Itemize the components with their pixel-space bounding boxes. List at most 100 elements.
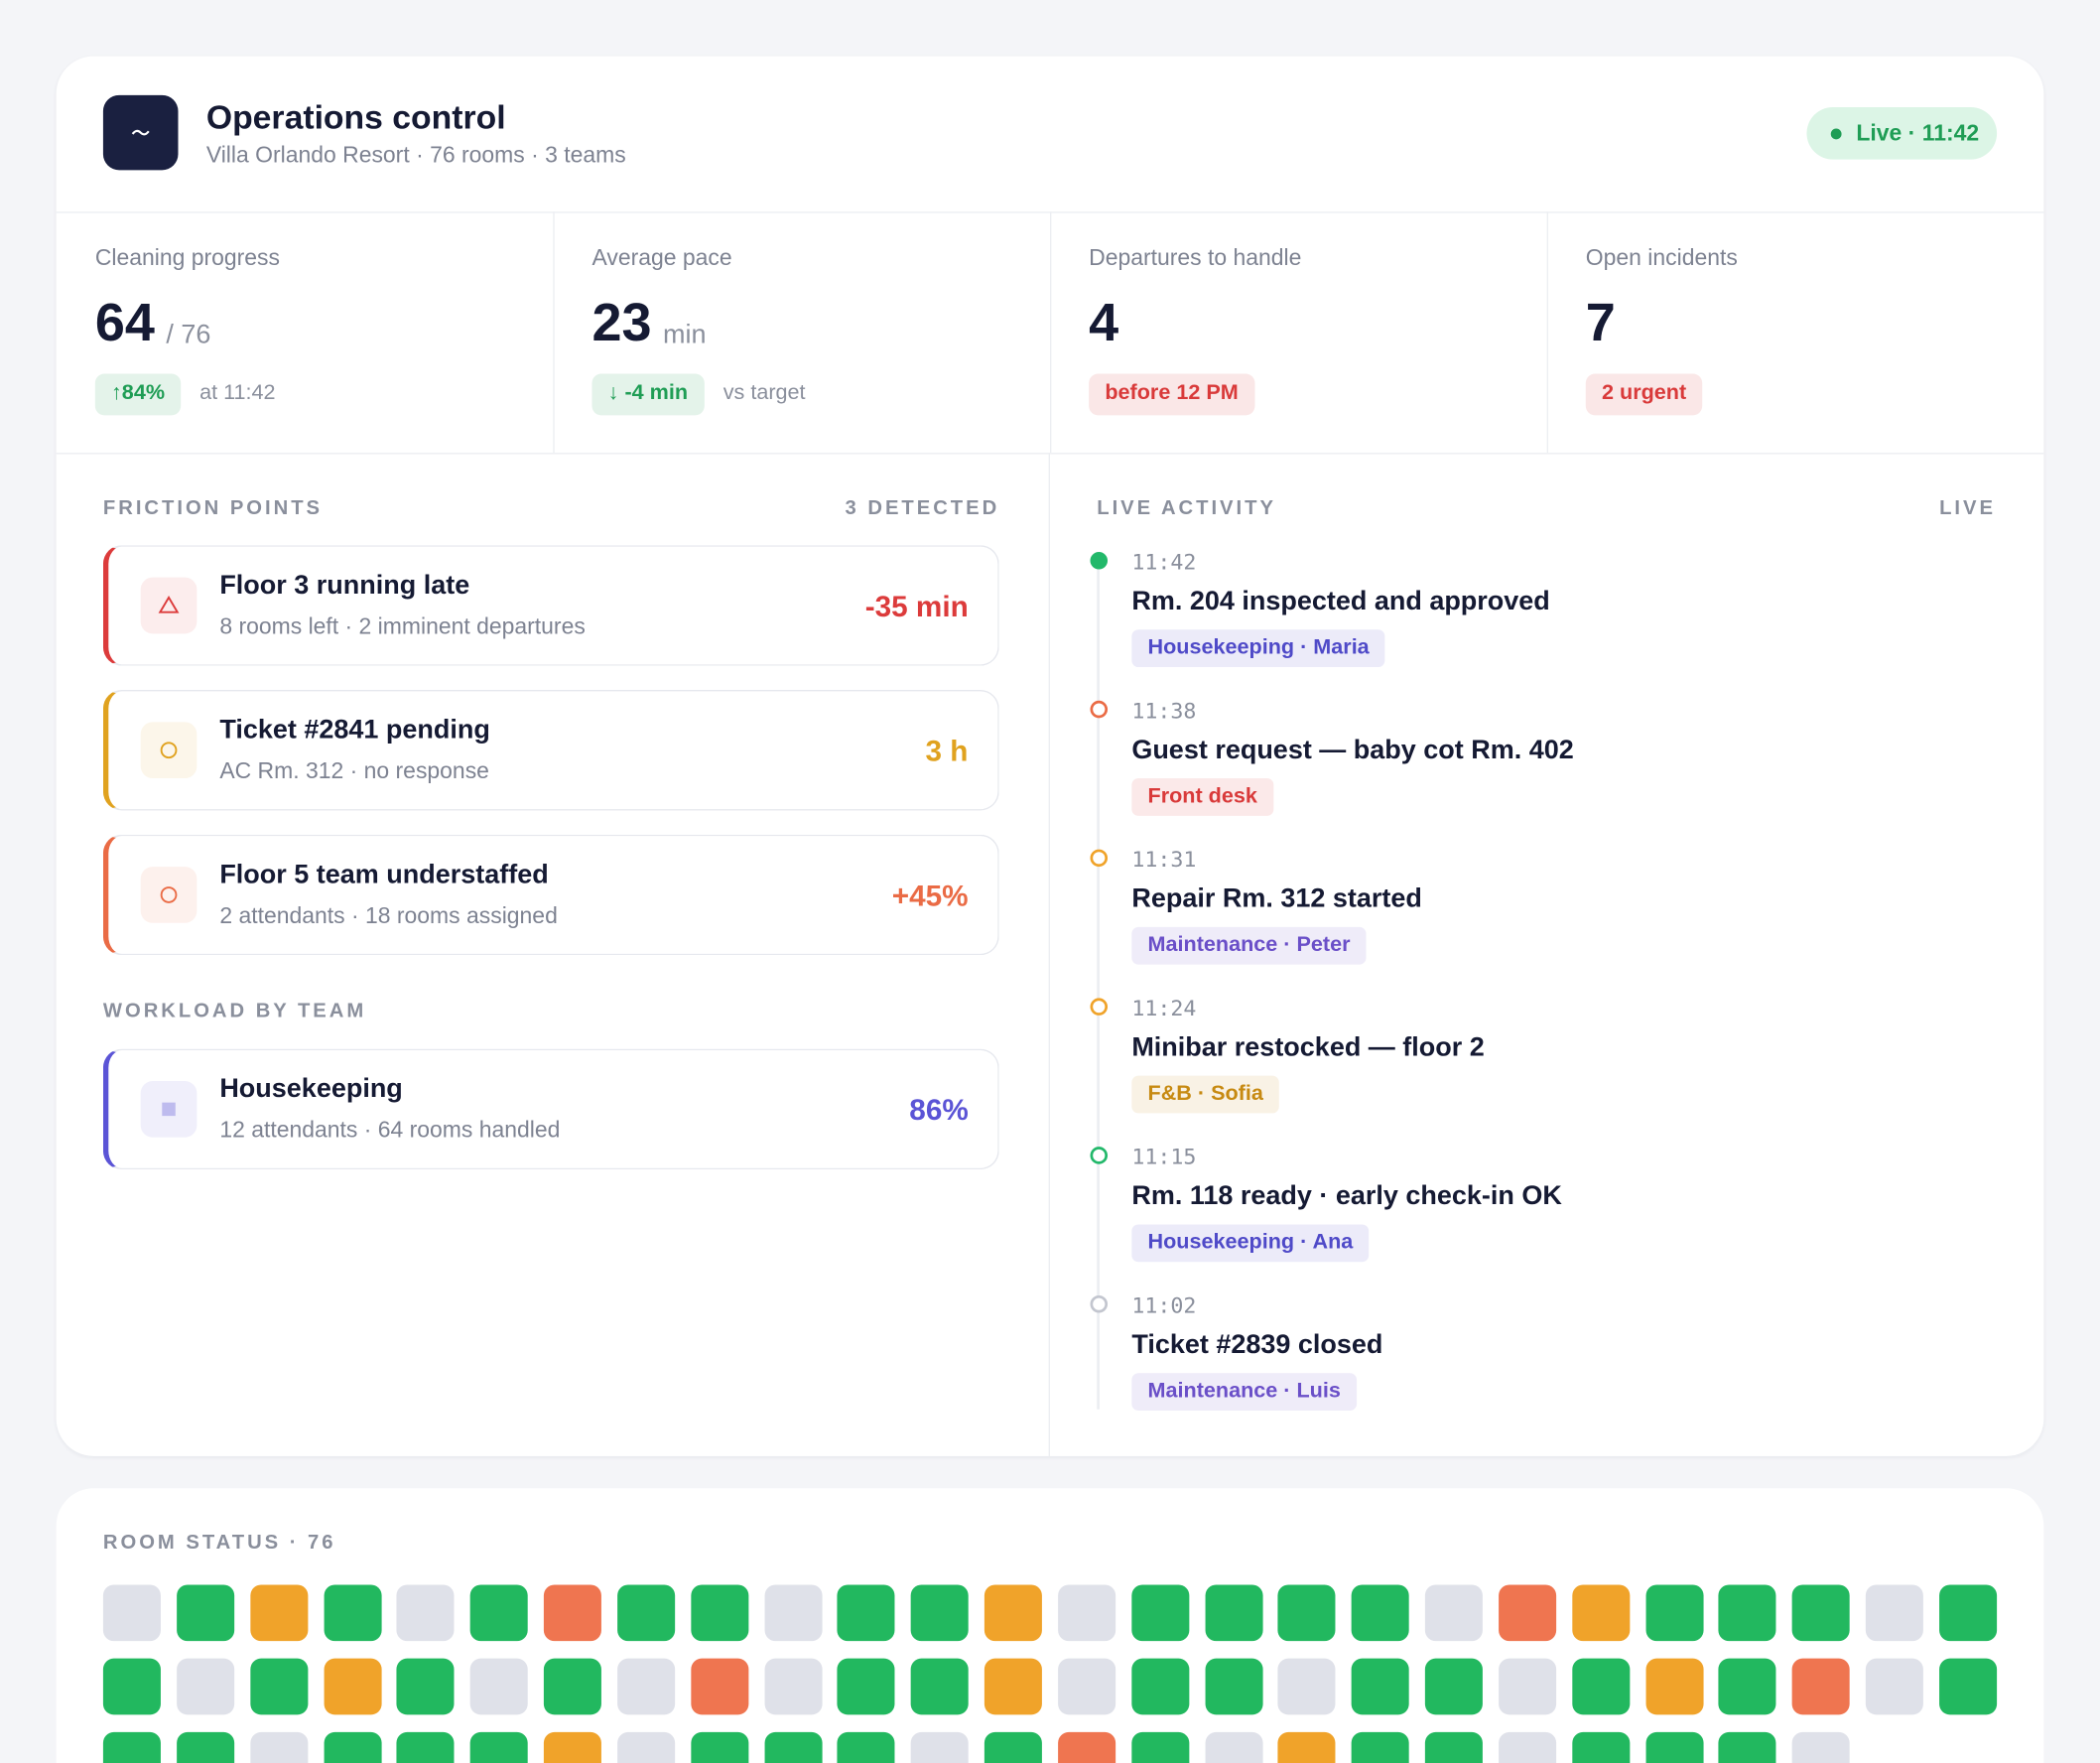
room-tile (102, 1658, 161, 1715)
activity-text: Rm. 118 ready · early check-in OK (1131, 1181, 1562, 1211)
room-tile (1499, 1584, 1557, 1642)
timeline-dot (1090, 849, 1109, 868)
room-tile (1572, 1731, 1631, 1763)
room-tile (249, 1658, 308, 1715)
kpi-divider (1050, 211, 1052, 454)
kpi-badge: ↑84% (94, 373, 182, 416)
issue-card: Ticket #2841 pending AC Rm. 312 · no resp… (102, 689, 999, 811)
room-tile (616, 1584, 675, 1642)
activity-tag: Maintenance · Peter (1131, 926, 1367, 965)
room-tile (1792, 1658, 1851, 1715)
room-tile (469, 1658, 528, 1715)
room-tile (1719, 1658, 1777, 1715)
issue-icon (140, 577, 197, 634)
room-tile (837, 1731, 895, 1763)
live-pill: Live · 11:42 (1806, 106, 1998, 160)
room-tile (1278, 1658, 1337, 1715)
logo (102, 94, 179, 171)
warning-icon (158, 596, 180, 613)
face-icon (160, 886, 178, 903)
kpi-divider (1546, 211, 1549, 454)
room-tile (102, 1584, 161, 1642)
room-tile (176, 1584, 234, 1642)
room-tile (616, 1731, 675, 1763)
activity-text: Minibar restocked — floor 2 (1131, 1032, 1485, 1063)
room-tile (543, 1584, 601, 1642)
room-tile (1792, 1584, 1851, 1642)
activity-tag: F&B · Sofia (1131, 1075, 1280, 1114)
room-tile (1866, 1658, 1924, 1715)
room-tile (1645, 1658, 1704, 1715)
room-tile (249, 1731, 308, 1763)
timeline-dot (1090, 700, 1109, 719)
room-tile (1499, 1731, 1557, 1763)
room-tile (1719, 1731, 1777, 1763)
room-tile (1205, 1731, 1263, 1763)
activity-tag: Front desk (1131, 778, 1274, 816)
divider (1048, 453, 1051, 1456)
issue-detail: 12 attendants · 64 rooms handled (219, 1117, 561, 1144)
room-tile (1278, 1584, 1337, 1642)
section-badge: LIVE (1939, 496, 1996, 520)
room-tile (543, 1658, 601, 1715)
kpi-badge: before 12 PM (1089, 373, 1254, 416)
room-tile (763, 1731, 822, 1763)
activity-text: Guest request — baby cot Rm. 402 (1131, 735, 1574, 765)
issue-detail: 8 rooms left · 2 imminent departures (219, 613, 586, 639)
issue-detail: AC Rm. 312 · no response (219, 757, 489, 784)
issue-icon-svg (158, 596, 180, 613)
room-tile (1645, 1731, 1704, 1763)
room-tile (837, 1658, 895, 1715)
kpi-divider (553, 211, 555, 454)
issue-value: -35 min (864, 589, 969, 623)
room-tile (1278, 1731, 1337, 1763)
kpi-label: Open incidents (1585, 244, 1738, 271)
title: Operations control (205, 98, 506, 137)
activity-time mono: 11:31 (1131, 846, 1197, 873)
kpi-value: 4 (1089, 293, 1119, 352)
activity-text: Repair Rm. 312 started (1131, 883, 1422, 914)
main-card: Operations control Villa Orlando Resort ·… (56, 56, 2044, 1456)
timeline-dot (1090, 1294, 1109, 1313)
room-tile (102, 1731, 161, 1763)
issue-card: Floor 3 running late 8 rooms left · 2 imm… (102, 545, 999, 666)
room-tile (1425, 1584, 1484, 1642)
clock-icon (160, 742, 178, 759)
room-tile (469, 1731, 528, 1763)
issue-icon-svg (160, 742, 178, 759)
kpi-unit: / 76 (166, 320, 211, 350)
issue-title: Ticket #2841 pending (219, 715, 490, 746)
room-tile (396, 1584, 455, 1642)
room-tile (1205, 1658, 1263, 1715)
issue-card: Housekeeping 12 attendants · 64 rooms han… (102, 1048, 999, 1170)
kpi-unit: min (663, 320, 707, 350)
issue-icon (140, 867, 197, 923)
room-tile (1057, 1731, 1116, 1763)
room-tile (323, 1731, 381, 1763)
room-tile (910, 1658, 970, 1715)
kpi-value: 7 (1585, 293, 1616, 352)
room-tile (616, 1658, 675, 1715)
room-tile (1425, 1658, 1484, 1715)
issue-value: +45% (891, 879, 969, 913)
room-tile (543, 1731, 601, 1763)
room-tile (1130, 1731, 1190, 1763)
issue-icon (140, 722, 197, 779)
kpi-label: Average pace (591, 244, 732, 271)
room-tile (1130, 1658, 1190, 1715)
timeline-dot (1090, 1147, 1109, 1164)
activity-time mono: 11:42 (1131, 549, 1197, 575)
live-text: Live · 11:42 (1856, 120, 1980, 147)
room-tile (1057, 1584, 1116, 1642)
activity-tag: Housekeeping · Maria (1131, 629, 1385, 668)
room-tile (323, 1658, 381, 1715)
activity-text: Rm. 204 inspected and approved (1131, 587, 1550, 616)
activity-time mono: 11:24 (1131, 995, 1197, 1021)
room-tile (176, 1731, 234, 1763)
section-heading: WORKLOAD BY TEAM (102, 999, 367, 1022)
section-heading: LIVE ACTIVITY (1097, 496, 1276, 520)
room-tile (176, 1658, 234, 1715)
room-tile (1352, 1658, 1410, 1715)
room-tile (1572, 1584, 1631, 1642)
room-tile (837, 1584, 895, 1642)
